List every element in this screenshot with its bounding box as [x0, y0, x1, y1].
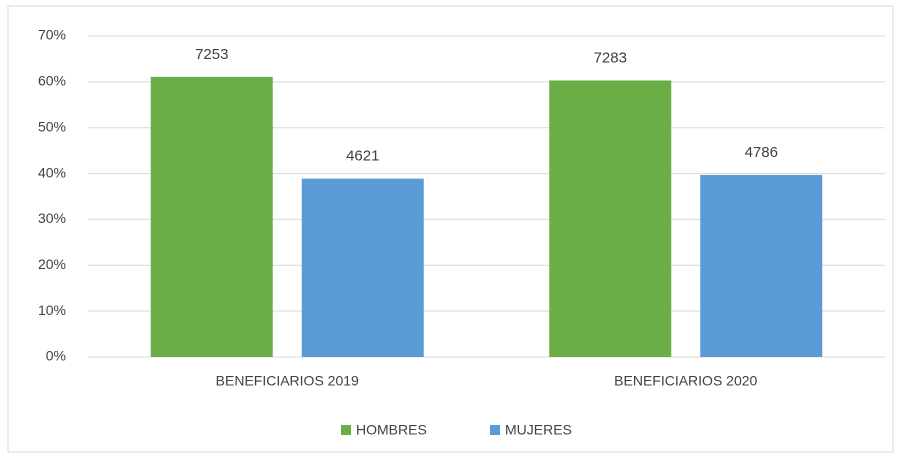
bar [700, 174, 823, 357]
y-tick-label: 60% [38, 73, 66, 89]
y-tick-label: 50% [38, 118, 66, 134]
legend-label: HOMBRES [356, 422, 427, 438]
bar [150, 76, 273, 357]
legend-swatch [490, 425, 500, 435]
x-tick-label: BENEFICIARIOS 2020 [614, 373, 757, 389]
legend-swatch [341, 425, 351, 435]
y-tick-label: 30% [38, 210, 66, 226]
data-label: 7283 [594, 49, 627, 66]
data-label: 4621 [346, 148, 379, 165]
x-tick-label: BENEFICIARIOS 2019 [216, 373, 359, 389]
y-tick-label: 0% [46, 348, 66, 364]
y-tick-label: 20% [38, 256, 66, 272]
data-label: 7253 [195, 46, 228, 63]
y-tick-label: 10% [38, 302, 66, 318]
y-tick-label: 40% [38, 164, 66, 180]
bar [549, 80, 672, 357]
data-label: 4786 [745, 144, 778, 161]
bar [301, 178, 424, 357]
legend-label: MUJERES [505, 422, 572, 438]
y-tick-label: 70% [38, 27, 66, 43]
